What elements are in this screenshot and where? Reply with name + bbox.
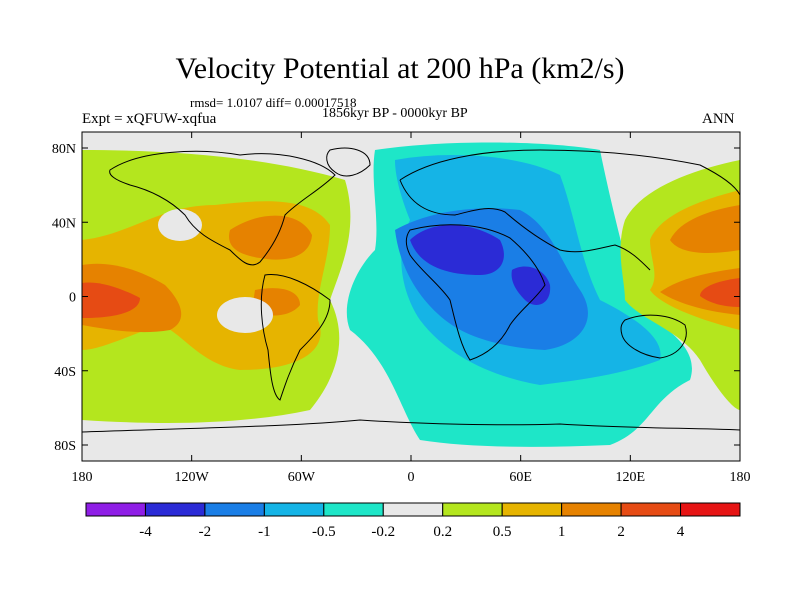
negative-region-peak-2	[511, 266, 551, 305]
lon-tick-label: 120W	[175, 470, 210, 485]
colorbar-swatch	[680, 502, 741, 517]
colorbar-label: 1	[558, 524, 566, 540]
colorbar-swatch	[382, 502, 444, 517]
coastline-south-america	[260, 274, 331, 401]
colorbar-label: 4	[677, 524, 685, 540]
coastline-eurasia	[399, 149, 740, 271]
coastline-north-america	[109, 150, 336, 266]
colorbar-label: -0.2	[371, 524, 395, 540]
coastline-greenland	[326, 147, 371, 177]
coastline-africa	[405, 224, 546, 361]
coastline-antarctica	[82, 419, 740, 433]
colorbar-label: -0.5	[312, 524, 336, 540]
positive-region-west-high-2	[229, 215, 312, 260]
chart-title: Velocity Potential at 200 hPa (km2/s)	[175, 52, 625, 85]
coastline-australia	[620, 314, 687, 359]
lat-tick-label: 40S	[54, 365, 76, 380]
lat-tick-label: 40N	[52, 216, 76, 231]
colorbar-swatch	[144, 502, 206, 517]
period-text: 1856kyr BP - 0000kyr BP	[322, 106, 468, 121]
colorbar-label: 0.5	[493, 524, 512, 540]
lon-tick-label: 120E	[616, 470, 646, 485]
latitude-axis: 80N 40N 0 40S 80S	[52, 142, 740, 454]
lat-tick-label: 80S	[54, 439, 76, 454]
season-label: ANN	[702, 111, 735, 127]
colorbar-swatch	[323, 502, 384, 517]
stats-text: rmsd= 1.0107 diff= 0.00017518	[190, 95, 357, 110]
positive-region-east-high	[670, 205, 740, 253]
lat-tick-label: 0	[69, 291, 76, 306]
colorbar-label: -2	[199, 524, 212, 540]
lon-tick-label: 60W	[288, 470, 316, 485]
lon-tick-label: 0	[408, 470, 415, 485]
positive-region-west-peak	[82, 282, 140, 318]
lon-tick-label: 180	[730, 470, 751, 485]
lon-tick-label: 180	[72, 470, 93, 485]
colorbar-label: 2	[617, 524, 625, 540]
colorbar-label: -1	[258, 524, 271, 540]
map-field	[82, 132, 740, 461]
neutral-hole-north	[158, 209, 202, 241]
lon-tick-label: 60E	[509, 470, 532, 485]
negative-region-peak	[410, 225, 504, 275]
experiment-label: Expt = xQFUW-xqfua	[82, 111, 217, 127]
positive-region-east-peak	[700, 278, 740, 307]
longitude-axis: 180 120W 60W 0 60E 120E 180	[72, 132, 751, 485]
colorbar-swatch	[85, 502, 146, 517]
colorbar-swatch	[561, 502, 622, 517]
colorbar-swatch	[501, 502, 563, 517]
colorbar-swatch	[442, 502, 503, 517]
colorbar-swatch	[204, 502, 265, 517]
coastlines	[82, 147, 740, 433]
lat-tick-label: 80N	[52, 142, 76, 157]
colorbar-swatch	[620, 502, 682, 517]
colorbar: -4 -2 -1 -0.5 -0.2 0.2 0.5 1 2 4	[85, 502, 741, 540]
colorbar-swatch	[263, 502, 325, 517]
colorbar-label: 0.2	[433, 524, 452, 540]
colorbar-label: -4	[139, 524, 152, 540]
neutral-hole-south	[217, 297, 273, 333]
